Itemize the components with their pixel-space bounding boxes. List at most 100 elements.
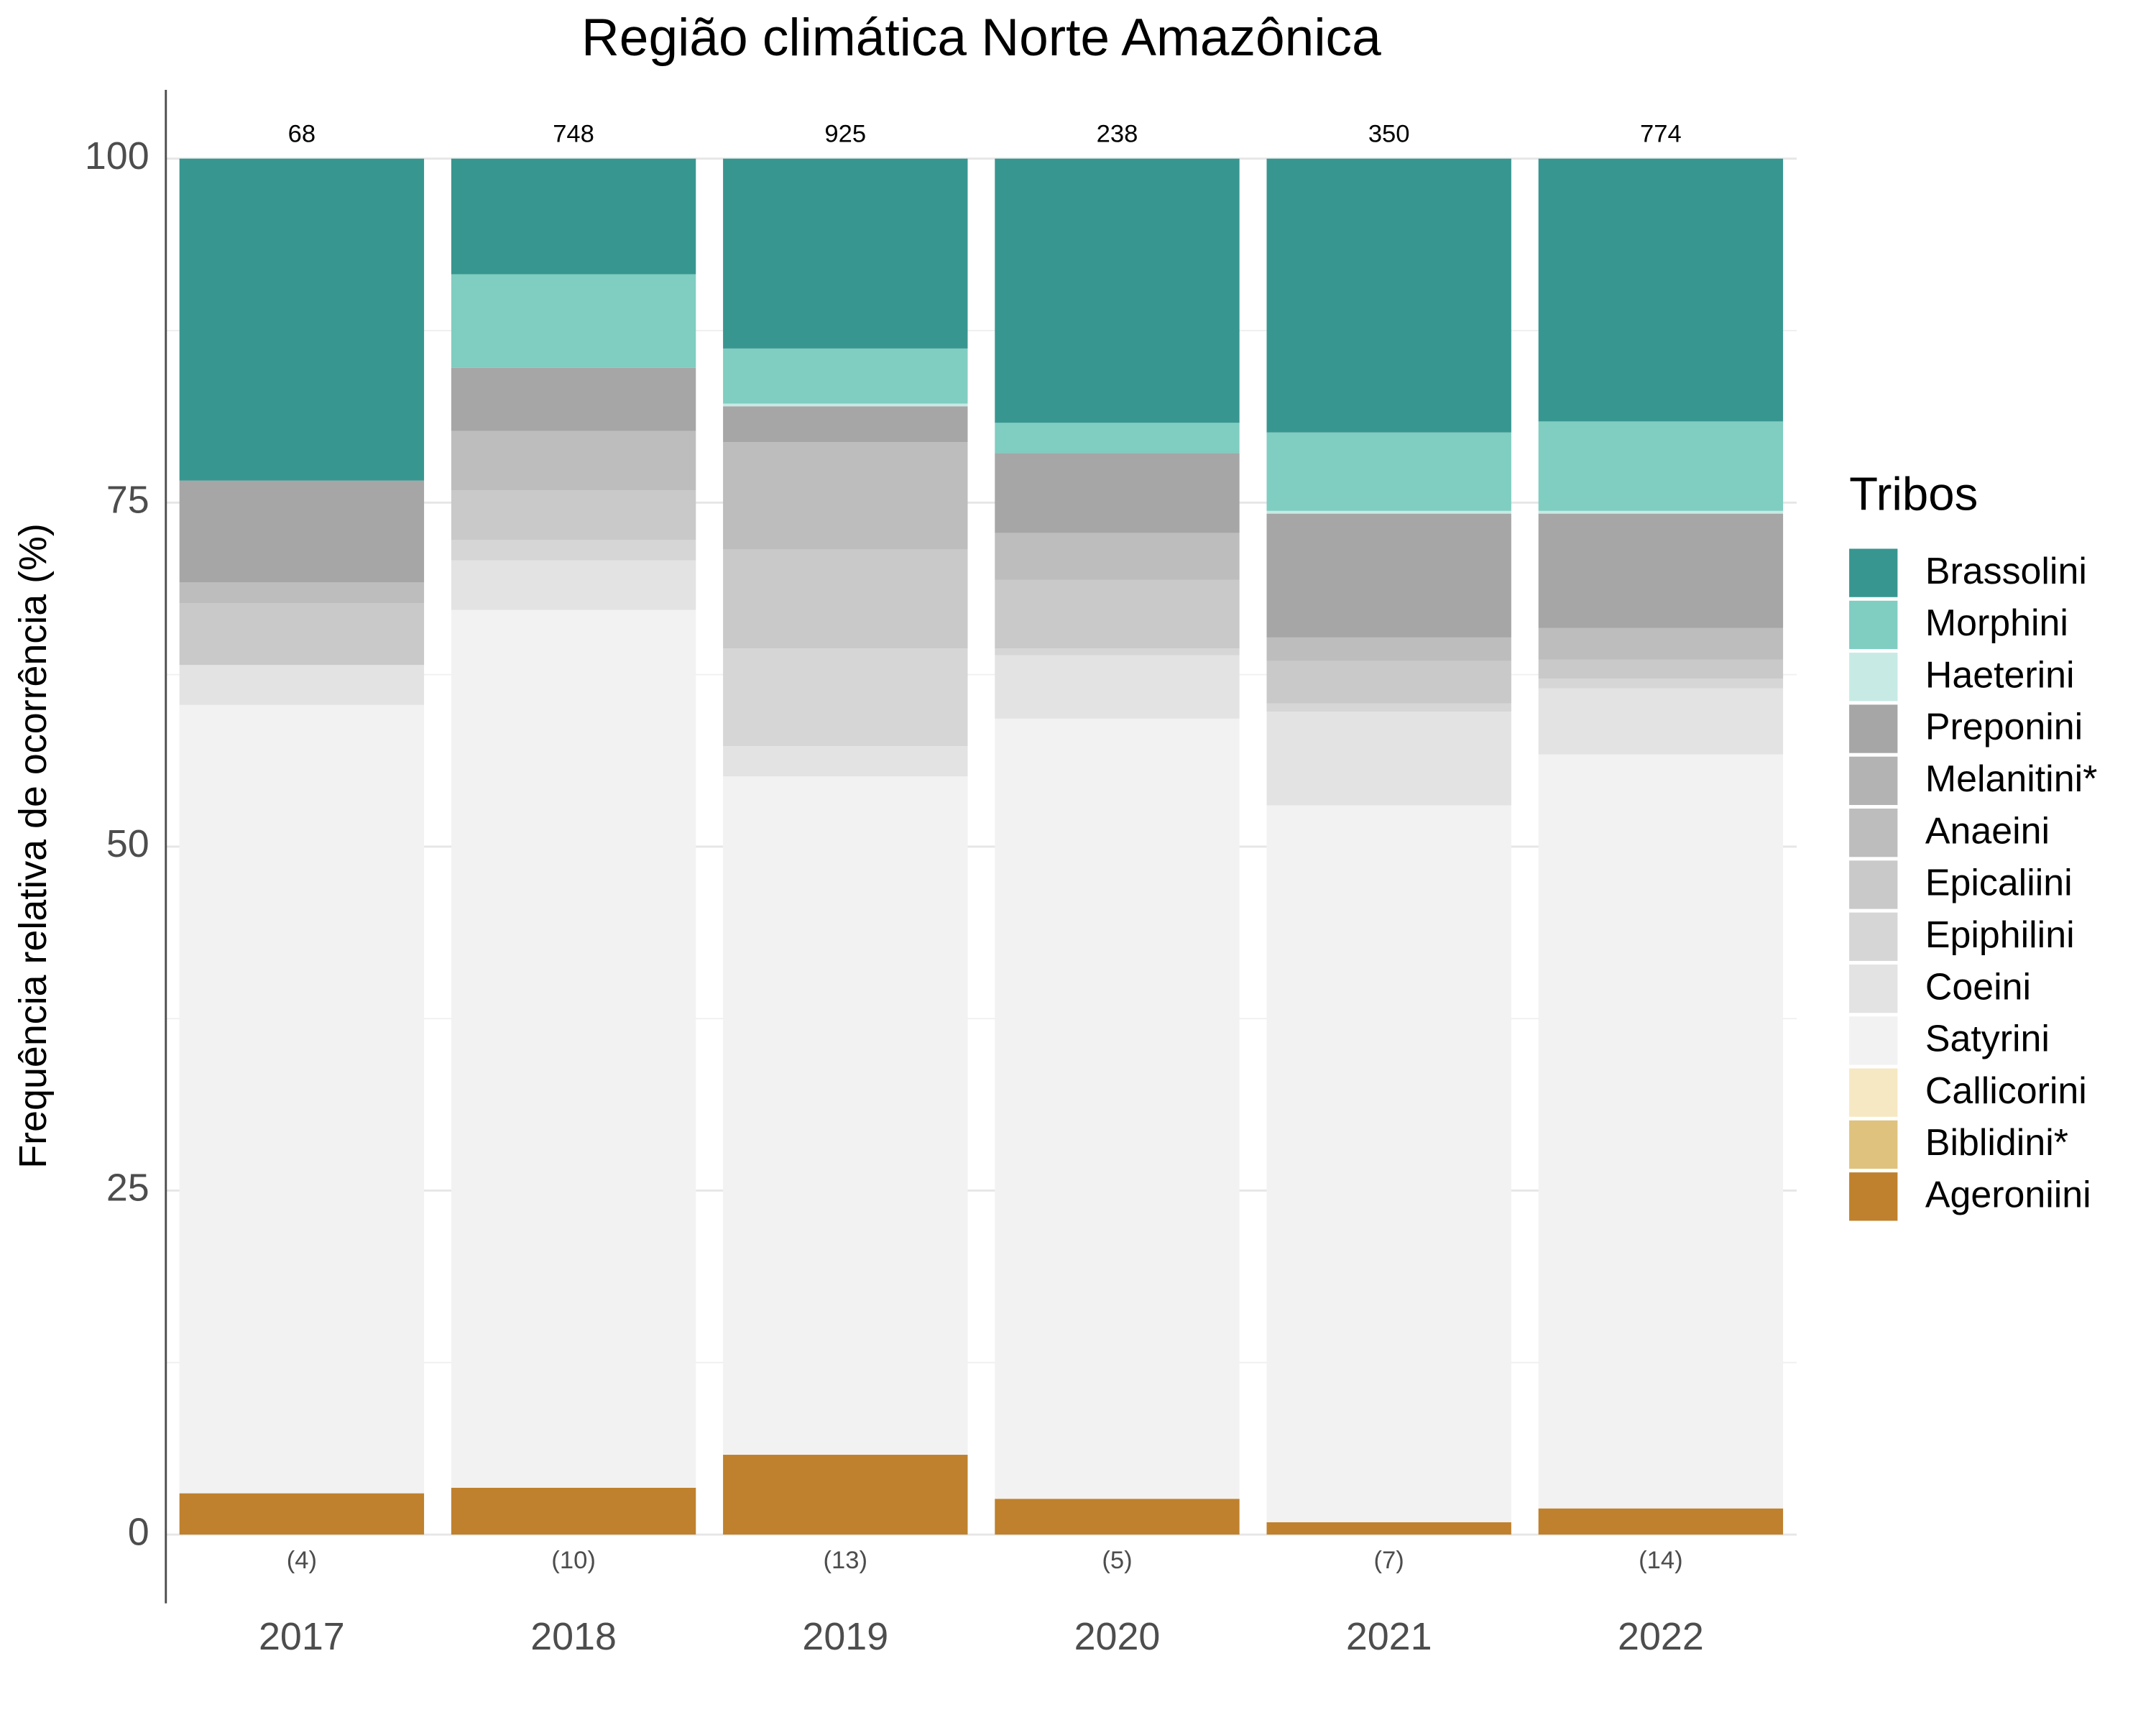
- y-tick-label: 100: [85, 134, 149, 178]
- chart-title: Região climática Norte Amazônica: [581, 9, 1381, 67]
- bar-segment: [995, 1499, 1240, 1535]
- bar-segment: [179, 582, 425, 604]
- top-label: 925: [824, 121, 866, 148]
- top-label: 774: [1640, 121, 1682, 148]
- top-label: 748: [553, 121, 594, 148]
- bar-segment: [995, 158, 1240, 423]
- bar-segment: [451, 274, 696, 368]
- bottom-label: (4): [287, 1547, 317, 1574]
- legend-label: Epicaliini: [1925, 862, 2073, 904]
- x-tick-label: 2021: [1346, 1615, 1432, 1658]
- legend-key: [1849, 548, 1898, 597]
- bar-segment: [723, 776, 968, 1455]
- bar-segment: [723, 648, 968, 747]
- bar-segment: [723, 158, 968, 349]
- bar-segment: [723, 549, 968, 649]
- legend-key: [1849, 1068, 1898, 1117]
- bar-segment: [1538, 627, 1784, 660]
- y-tick-label: 50: [106, 822, 149, 865]
- bar-segment: [179, 1493, 425, 1535]
- bar-segment: [995, 648, 1240, 656]
- bar-segment: [1538, 754, 1784, 1509]
- bar-segment: [451, 490, 696, 540]
- bar-segment: [451, 158, 696, 275]
- bar-segment: [1538, 158, 1784, 422]
- bar-segment: [723, 442, 968, 550]
- legend-label: Haeterini: [1925, 654, 2075, 696]
- bar-segment: [1266, 712, 1511, 806]
- bar-segment: [451, 610, 696, 1488]
- bottom-label: (14): [1639, 1547, 1683, 1574]
- bar-segment: [995, 533, 1240, 580]
- bar-segment: [451, 560, 696, 610]
- legend-key: [1849, 1016, 1898, 1065]
- bar-segment: [1538, 678, 1784, 689]
- x-tick-label: 2022: [1618, 1615, 1704, 1658]
- bar-segment: [1266, 703, 1511, 712]
- bar-segment: [995, 453, 1240, 533]
- bar-segment: [1538, 659, 1784, 679]
- top-label: 238: [1097, 121, 1138, 148]
- legend-label: Epiphilini: [1925, 914, 2075, 956]
- legend-key: [1849, 756, 1898, 805]
- bar-segment: [451, 1487, 696, 1535]
- bars: [179, 158, 1784, 1535]
- x-tick-label: 2017: [259, 1615, 345, 1658]
- legend-key: [1849, 1172, 1898, 1221]
- bar-segment: [1538, 510, 1784, 514]
- top-label: 350: [1368, 121, 1410, 148]
- bar-segment: [1266, 1522, 1511, 1535]
- x-tick-label: 2018: [530, 1615, 617, 1658]
- legend-label: Preponini: [1925, 707, 2083, 748]
- legend-label: Coeini: [1925, 966, 2031, 1008]
- legend-key: [1849, 600, 1898, 650]
- bar-segment: [179, 665, 425, 705]
- bar-segment: [723, 746, 968, 777]
- bar-segment: [723, 406, 968, 443]
- bar-segment: [451, 539, 696, 561]
- bar-segment: [451, 367, 696, 431]
- y-tick-label: 25: [106, 1167, 149, 1210]
- bar-segment: [1266, 661, 1511, 704]
- legend-key: [1849, 653, 1898, 702]
- x-tick-label: 2019: [802, 1615, 888, 1658]
- legend-label: Ageroniini: [1925, 1174, 2091, 1215]
- y-tick-label: 75: [106, 479, 149, 522]
- legend-title: Tribos: [1849, 468, 1978, 520]
- legend-key: [1849, 809, 1898, 857]
- bottom-label: (10): [551, 1547, 596, 1574]
- legend-label: Callicorini: [1925, 1070, 2087, 1112]
- bar-segment: [995, 655, 1240, 719]
- legend-label: Melanitini*: [1925, 758, 2097, 800]
- legend-label: Biblidini*: [1925, 1122, 2068, 1164]
- bar-segment: [1538, 688, 1784, 755]
- bottom-label: (13): [824, 1547, 868, 1574]
- bar-segment: [179, 158, 425, 481]
- bar-segment: [1266, 510, 1511, 514]
- legend-key: [1849, 860, 1898, 909]
- legend-key: [1849, 704, 1898, 753]
- top-label: 68: [288, 121, 316, 148]
- legend-label: Anaeini: [1925, 810, 2050, 852]
- legend-key: [1849, 912, 1898, 961]
- bar-segment: [1266, 805, 1511, 1522]
- bar-segment: [995, 718, 1240, 1499]
- legend-label: Morphini: [1925, 602, 2068, 644]
- bar-segment: [179, 704, 425, 1494]
- bar-segment: [995, 423, 1240, 454]
- bar-segment: [995, 579, 1240, 649]
- bottom-label: (7): [1374, 1547, 1404, 1574]
- bar-segment: [179, 603, 425, 666]
- bar-segment: [1538, 421, 1784, 511]
- bar-segment: [1266, 637, 1511, 661]
- bar-segment: [1538, 1508, 1784, 1535]
- bar-segment: [1266, 513, 1511, 638]
- x-tick-label: 2020: [1074, 1615, 1161, 1658]
- legend-label: Satyrini: [1925, 1018, 2050, 1060]
- bar-segment: [1538, 513, 1784, 628]
- bar-segment: [723, 348, 968, 404]
- bottom-label: (5): [1102, 1547, 1132, 1574]
- bar-segment: [179, 480, 425, 583]
- legend-key: [1849, 964, 1898, 1013]
